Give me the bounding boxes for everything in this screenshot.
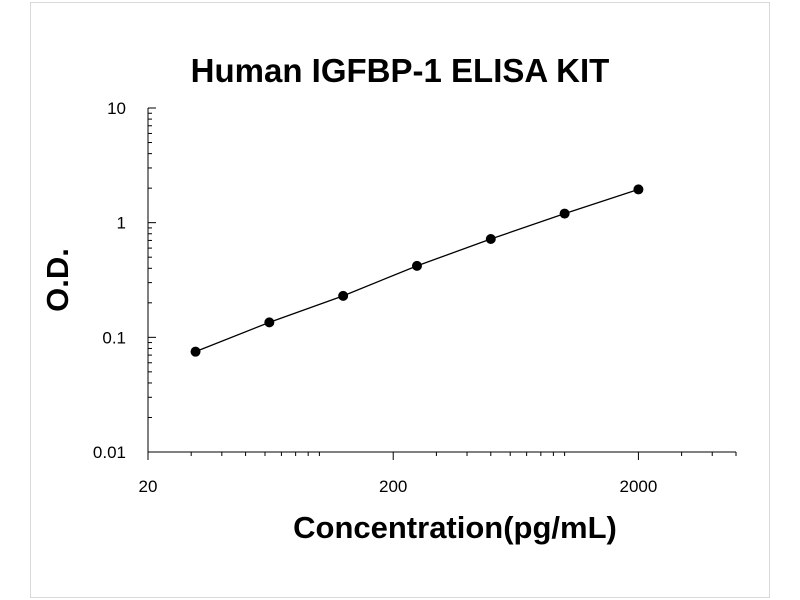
x-tick-label: 200 [379, 477, 407, 496]
data-point [485, 234, 496, 245]
data-point [411, 260, 422, 271]
chart-frame [30, 2, 770, 598]
y-tick-label: 0.1 [102, 328, 126, 347]
data-point [190, 346, 201, 357]
x-axis-label: Concentration(pg/mL) [293, 510, 617, 545]
y-tick-label: 1 [117, 214, 126, 233]
y-tick-label: 0.01 [93, 443, 126, 462]
chart-title: Human IGFBP-1 ELISA KIT [190, 52, 610, 89]
data-point [633, 184, 644, 195]
data-point [264, 317, 275, 328]
data-point [338, 290, 349, 301]
x-tick-label: 2000 [620, 477, 658, 496]
data-point [559, 208, 570, 219]
x-tick-label: 20 [139, 477, 158, 496]
y-tick-label: 10 [107, 99, 126, 118]
